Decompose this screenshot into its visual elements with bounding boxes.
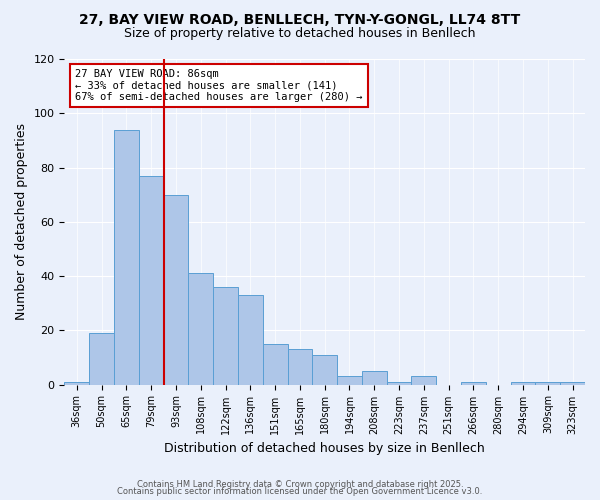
- Text: 27, BAY VIEW ROAD, BENLLECH, TYN-Y-GONGL, LL74 8TT: 27, BAY VIEW ROAD, BENLLECH, TYN-Y-GONGL…: [79, 12, 521, 26]
- Bar: [535, 382, 560, 384]
- Bar: [238, 295, 263, 384]
- Bar: [362, 371, 386, 384]
- Bar: [412, 376, 436, 384]
- Bar: [560, 382, 585, 384]
- Bar: [287, 350, 313, 384]
- Bar: [188, 274, 213, 384]
- Bar: [213, 287, 238, 384]
- Text: 27 BAY VIEW ROAD: 86sqm
← 33% of detached houses are smaller (141)
67% of semi-d: 27 BAY VIEW ROAD: 86sqm ← 33% of detache…: [75, 69, 362, 102]
- Text: Contains HM Land Registry data © Crown copyright and database right 2025.: Contains HM Land Registry data © Crown c…: [137, 480, 463, 489]
- Bar: [263, 344, 287, 385]
- Bar: [461, 382, 486, 384]
- Text: Size of property relative to detached houses in Benllech: Size of property relative to detached ho…: [124, 28, 476, 40]
- Bar: [139, 176, 164, 384]
- Bar: [64, 382, 89, 384]
- Bar: [386, 382, 412, 384]
- X-axis label: Distribution of detached houses by size in Benllech: Distribution of detached houses by size …: [164, 442, 485, 455]
- Bar: [89, 333, 114, 384]
- Bar: [511, 382, 535, 384]
- Bar: [114, 130, 139, 384]
- Bar: [164, 194, 188, 384]
- Y-axis label: Number of detached properties: Number of detached properties: [15, 124, 28, 320]
- Bar: [313, 354, 337, 384]
- Text: Contains public sector information licensed under the Open Government Licence v3: Contains public sector information licen…: [118, 487, 482, 496]
- Bar: [337, 376, 362, 384]
